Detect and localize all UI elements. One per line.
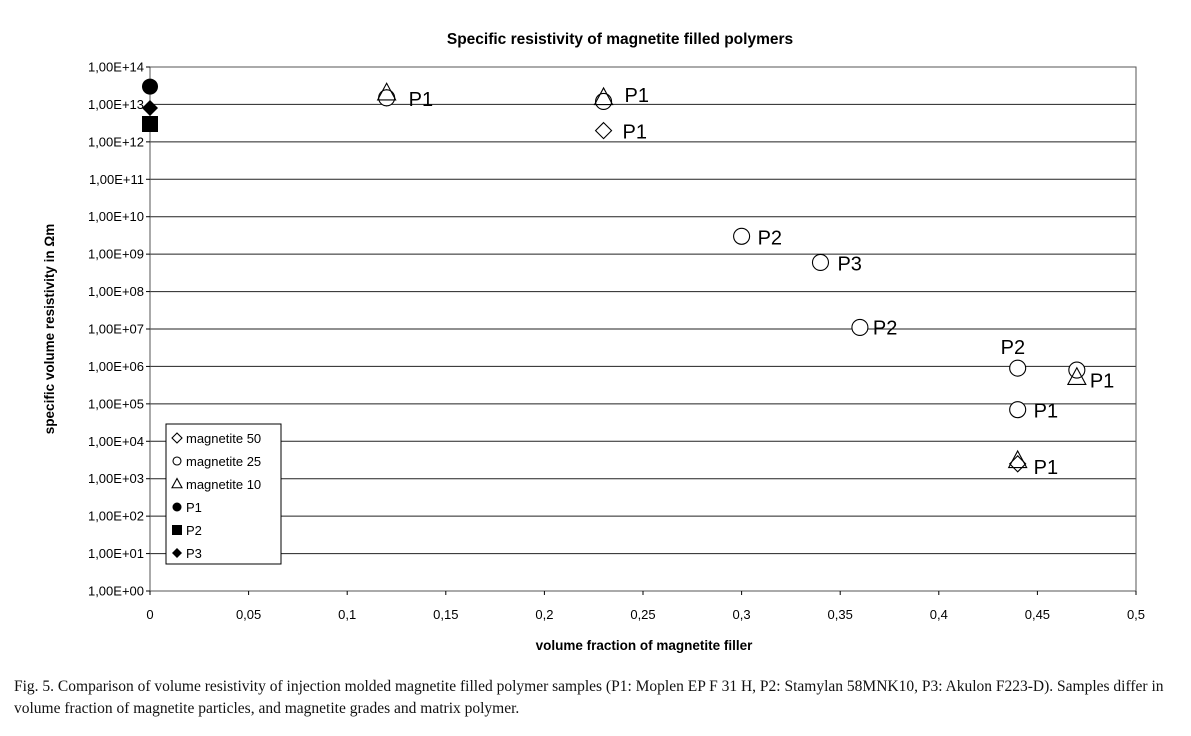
- y-tick-label: 1,00E+10: [88, 209, 144, 224]
- y-tick-label: 1,00E+09: [88, 247, 144, 262]
- x-tick-label: 0,2: [535, 607, 553, 622]
- y-tick-label: 1,00E+11: [89, 172, 144, 187]
- x-tick-label: 0,4: [930, 607, 948, 622]
- point-label: P2: [1001, 337, 1025, 359]
- data-point: [378, 89, 396, 107]
- data-point: [594, 121, 613, 140]
- y-tick-label: 1,00E+01: [88, 546, 144, 561]
- y-tick-label: 1,00E+04: [88, 434, 144, 449]
- data-point: [1068, 361, 1086, 379]
- chart: Specific resistivity of magnetite filled…: [42, 31, 1145, 653]
- point-label: P3: [837, 253, 861, 275]
- x-tick-label: 0,5: [1127, 607, 1145, 622]
- y-tick-label: 1,00E+12: [88, 134, 144, 149]
- legend-label: magnetite 25: [186, 454, 261, 469]
- y-tick-label: 1,00E+05: [88, 396, 144, 411]
- point-label: P1: [1090, 371, 1114, 393]
- data-point: [142, 115, 158, 132]
- y-tick-label: 1,00E+00: [88, 584, 144, 599]
- x-axis-label: volume fraction of magnetite filler: [536, 638, 754, 653]
- legend-marker: [172, 502, 182, 512]
- legend-marker: [172, 525, 182, 535]
- y-axis: 1,00E+00 1,00E+01 1,00E+02 1,00E+03 1,00E+04…: [88, 60, 150, 599]
- data-point: [851, 318, 869, 337]
- legend-label: P1: [186, 500, 202, 515]
- legend-marker: [171, 477, 183, 489]
- legend-marker: [172, 548, 182, 558]
- data-point: [142, 100, 158, 117]
- y-tick-label: 1,00E+08: [88, 284, 144, 299]
- legend-marker: [171, 432, 183, 444]
- data-point: [142, 78, 158, 95]
- legend-label: P2: [186, 523, 202, 538]
- figure-caption: Fig. 5. Comparison of volume resistivity…: [14, 678, 1164, 717]
- x-tick-label: 0,3: [733, 607, 751, 622]
- y-tick-label: 1,00E+02: [88, 509, 144, 524]
- data-point: [811, 253, 830, 271]
- y-axis-label: specific volume resistivity in Ωm: [42, 224, 57, 434]
- point-label: P1: [409, 89, 433, 111]
- legend: magnetite 50 magnetite 25 magnetite 10 P1 P2…: [165, 423, 282, 565]
- legend-marker: [172, 456, 182, 466]
- point-label: P1: [1034, 401, 1058, 423]
- data-point: [733, 227, 751, 245]
- x-tick-label: 0,25: [630, 607, 655, 622]
- point-label: P1: [1034, 457, 1058, 479]
- data-points: P1 P1 P1 P2 P3 P2 P2 P1 P1 P1: [142, 78, 1114, 479]
- data-point: [1008, 455, 1027, 473]
- data-point: [1007, 449, 1028, 469]
- x-tick-label: 0,35: [828, 607, 853, 622]
- x-tick-label: 0,05: [236, 607, 261, 622]
- data-point: [595, 92, 613, 111]
- legend-label: P3: [186, 546, 202, 561]
- data-point: [1066, 366, 1087, 385]
- point-label: P2: [758, 227, 782, 249]
- x-tick-label: 0,15: [433, 607, 458, 622]
- y-tick-label: 1,00E+07: [88, 322, 144, 337]
- data-point: [1009, 401, 1027, 419]
- data-point: [593, 86, 614, 106]
- point-label: P2: [873, 317, 897, 339]
- point-label: P1: [625, 85, 649, 107]
- data-point: [1009, 359, 1027, 377]
- y-tick-label: 1,00E+06: [88, 359, 144, 374]
- gridlines: [150, 103, 1136, 555]
- chart-title: Specific resistivity of magnetite filled…: [447, 31, 793, 48]
- legend-label: magnetite 50: [186, 431, 261, 446]
- y-tick-label: 1,00E+13: [88, 97, 144, 112]
- y-tick-label: 1,00E+14: [88, 60, 144, 75]
- legend-box: [165, 423, 282, 565]
- data-point: [376, 82, 397, 101]
- x-axis: 0 0,05 0,1 0,15 0,2 0,25 0,3 0,35 0,4 0,45 0,5: [146, 591, 1145, 622]
- legend-label: magnetite 10: [186, 477, 261, 492]
- x-tick-label: 0,1: [338, 607, 356, 622]
- point-label: P1: [623, 122, 647, 144]
- x-tick-label: 0,45: [1025, 607, 1050, 622]
- y-tick-label: 1,00E+03: [88, 471, 144, 486]
- x-tick-label: 0: [146, 607, 153, 622]
